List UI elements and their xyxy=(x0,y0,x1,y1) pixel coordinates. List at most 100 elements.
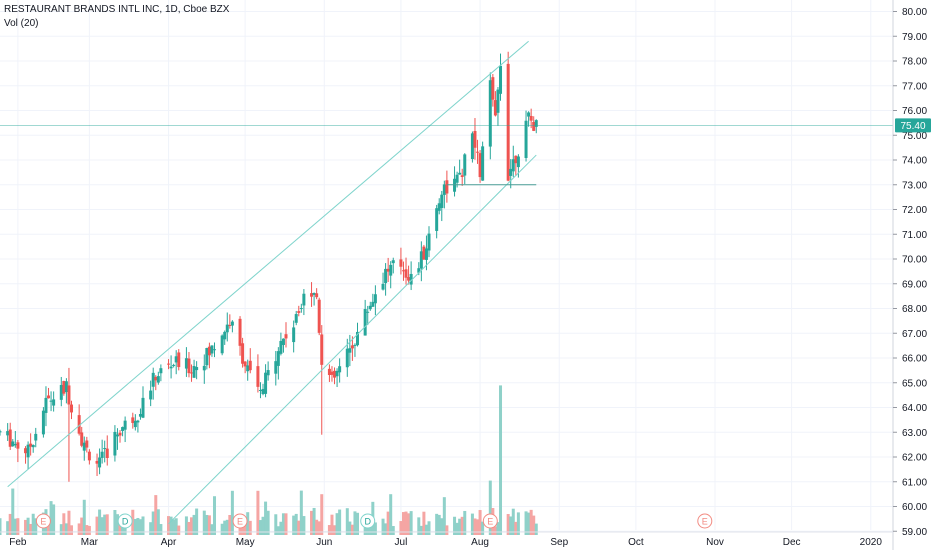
candle-body[interactable] xyxy=(261,388,265,395)
candle-body[interactable] xyxy=(299,308,303,310)
candle-body[interactable] xyxy=(419,251,423,269)
candle-body[interactable] xyxy=(516,156,520,168)
candle-body[interactable] xyxy=(131,417,135,423)
candle-body[interactable] xyxy=(192,366,196,378)
candle-body[interactable] xyxy=(384,268,388,284)
candle-body[interactable] xyxy=(184,358,188,369)
candle-body[interactable] xyxy=(330,371,334,375)
dividend-marker[interactable] xyxy=(360,513,376,529)
candle-body[interactable] xyxy=(82,442,86,451)
candle-body[interactable] xyxy=(294,314,298,323)
candle-body[interactable] xyxy=(177,352,181,368)
candle-body[interactable] xyxy=(534,120,538,127)
candle-body[interactable] xyxy=(41,410,45,435)
candle-body[interactable] xyxy=(67,385,71,405)
candle-body[interactable] xyxy=(230,321,234,326)
candle-body[interactable] xyxy=(121,427,125,431)
candle-body[interactable] xyxy=(356,331,360,346)
candle-body[interactable] xyxy=(389,264,393,276)
candle-body[interactable] xyxy=(100,451,104,458)
trend-channel-upper[interactable] xyxy=(7,40,529,488)
candle-body[interactable] xyxy=(488,80,492,147)
candle-body[interactable] xyxy=(274,361,278,374)
candle-body[interactable] xyxy=(169,366,173,369)
candle-body[interactable] xyxy=(478,153,482,178)
candle-body[interactable] xyxy=(317,299,321,333)
candle-body[interactable] xyxy=(292,327,296,343)
candle-body[interactable] xyxy=(297,311,301,313)
candle-body[interactable] xyxy=(123,420,127,430)
candle-body[interactable] xyxy=(481,146,485,181)
candle-body[interactable] xyxy=(29,443,33,447)
candle-body[interactable] xyxy=(499,65,503,94)
candle-body[interactable] xyxy=(205,348,209,366)
candle-body[interactable] xyxy=(279,340,283,354)
candle-body[interactable] xyxy=(52,399,56,406)
candle-body[interactable] xyxy=(103,448,107,450)
candle-body[interactable] xyxy=(190,372,194,374)
candle-body[interactable] xyxy=(149,390,153,400)
candle-body[interactable] xyxy=(187,358,191,374)
candle-body[interactable] xyxy=(371,301,375,307)
candle-body[interactable] xyxy=(241,343,245,364)
candle-body[interactable] xyxy=(246,365,250,372)
candle-body[interactable] xyxy=(248,360,252,371)
candle-body[interactable] xyxy=(511,159,515,172)
candle-body[interactable] xyxy=(284,334,288,339)
candle-body[interactable] xyxy=(463,154,467,176)
earnings-marker[interactable] xyxy=(482,513,498,529)
candle-body[interactable] xyxy=(64,381,68,393)
candle-body[interactable] xyxy=(381,283,385,290)
candle-body[interactable] xyxy=(333,370,337,378)
candle-body[interactable] xyxy=(506,63,510,181)
candle-body[interactable] xyxy=(6,431,10,436)
candle-body[interactable] xyxy=(460,175,464,177)
candle-body[interactable] xyxy=(159,368,163,374)
candle-body[interactable] xyxy=(31,445,35,448)
candle-body[interactable] xyxy=(138,413,142,417)
candle-body[interactable] xyxy=(281,338,285,345)
candle-body[interactable] xyxy=(514,155,518,164)
candle-body[interactable] xyxy=(80,432,84,446)
candle-body[interactable] xyxy=(445,180,449,194)
candle-body[interactable] xyxy=(85,440,89,448)
candle-body[interactable] xyxy=(366,311,370,313)
candle-body[interactable] xyxy=(315,293,319,298)
earnings-marker[interactable] xyxy=(232,513,248,529)
candle-body[interactable] xyxy=(154,376,158,381)
candle-body[interactable] xyxy=(529,115,533,121)
candle-body[interactable] xyxy=(223,331,227,340)
candle-body[interactable] xyxy=(34,433,38,441)
candle-body[interactable] xyxy=(11,441,15,447)
dividend-marker[interactable] xyxy=(117,513,133,529)
candle-body[interactable] xyxy=(473,131,477,148)
earnings-marker[interactable] xyxy=(35,513,51,529)
candle-body[interactable] xyxy=(427,233,431,251)
candle-body[interactable] xyxy=(391,260,395,264)
candle-body[interactable] xyxy=(350,345,354,349)
symbol-title[interactable]: RESTAURANT BRANDS INTL INC, 1D, Cboe BZX xyxy=(4,4,230,15)
candle-body[interactable] xyxy=(113,431,117,456)
candle-body[interactable] xyxy=(409,273,413,285)
candle-body[interactable] xyxy=(404,269,408,278)
candle-body[interactable] xyxy=(266,370,270,376)
candle-body[interactable] xyxy=(228,324,232,326)
candle-body[interactable] xyxy=(47,395,51,399)
candle-body[interactable] xyxy=(225,324,229,333)
candle-body[interactable] xyxy=(386,268,390,272)
candle-body[interactable] xyxy=(312,292,316,295)
candle-body[interactable] xyxy=(195,367,199,371)
candle-body[interactable] xyxy=(437,203,441,211)
candle-body[interactable] xyxy=(496,89,500,113)
candle-body[interactable] xyxy=(44,397,48,413)
candle-body[interactable] xyxy=(0,431,2,433)
candle-body[interactable] xyxy=(368,305,372,310)
candle-body[interactable] xyxy=(335,370,339,377)
candle-body[interactable] xyxy=(256,366,260,387)
candle-body[interactable] xyxy=(440,194,444,208)
candle-body[interactable] xyxy=(302,293,306,306)
candle-body[interactable] xyxy=(202,365,206,371)
candle-body[interactable] xyxy=(105,448,109,458)
candle-body[interactable] xyxy=(258,389,262,391)
